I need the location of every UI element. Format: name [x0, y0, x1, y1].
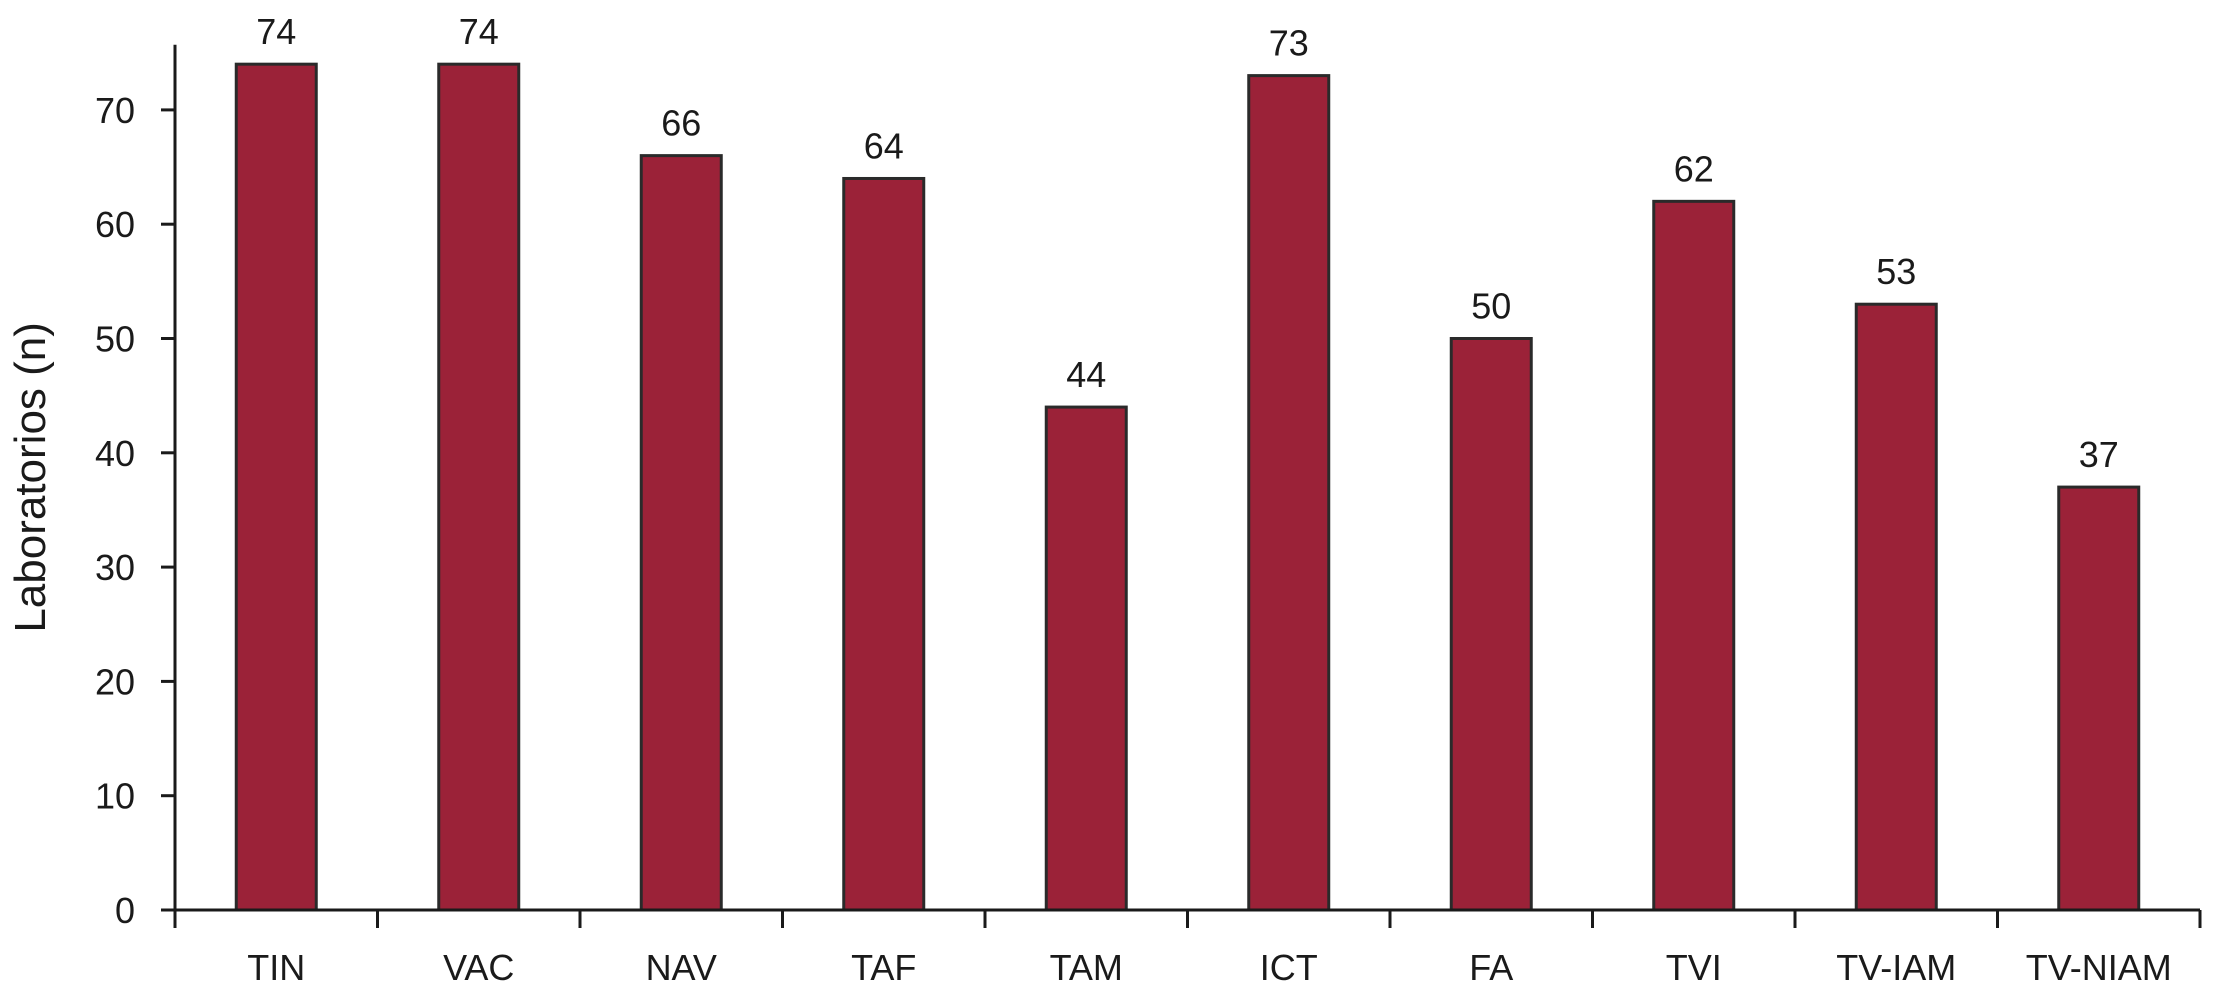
y-tick-label: 10: [95, 776, 135, 817]
bar-fa: [1449, 337, 1533, 912]
value-label-ict: 73: [1269, 23, 1309, 64]
category-label-tv-niam: TV-NIAM: [2026, 947, 2172, 988]
y-tick-label: 60: [95, 204, 135, 245]
category-label-vac: VAC: [443, 947, 514, 988]
category-label-nav: NAV: [646, 947, 717, 988]
bar-ict: [1247, 74, 1331, 912]
bar-taf: [842, 176, 926, 912]
y-axis-title: Laboratorios (n): [6, 322, 55, 633]
category-label-tv-iam: TV-IAM: [1836, 947, 1956, 988]
category-label-fa: FA: [1469, 947, 1513, 988]
value-label-fa: 50: [1471, 286, 1511, 327]
category-label-taf: TAF: [851, 947, 916, 988]
value-label-tin: 74: [256, 11, 296, 52]
y-axis-ticks: 0 10 20 30 40 50 60 70: [95, 90, 175, 931]
y-tick-label: 20: [95, 661, 135, 702]
x-axis-ticks: [173, 910, 2202, 928]
value-label-tv-iam: 53: [1876, 251, 1916, 292]
category-labels: TIN VAC NAV TAF TAM ICT FA TVI TV-IAM TV-NIAM: [247, 947, 2172, 988]
bar-vac: [437, 62, 521, 912]
bars: [234, 62, 2141, 912]
y-tick-label: 70: [95, 90, 135, 131]
bar-nav: [639, 154, 723, 912]
bar-tvi: [1652, 199, 1736, 912]
bar-tv-niam: [2057, 485, 2141, 912]
value-label-tvi: 62: [1674, 148, 1714, 189]
category-label-tvi: TVI: [1666, 947, 1722, 988]
value-label-tam: 44: [1066, 354, 1106, 395]
value-label-vac: 74: [459, 11, 499, 52]
bar-tv-iam: [1854, 302, 1938, 912]
value-label-nav: 66: [661, 103, 701, 144]
y-tick-label: 0: [115, 890, 135, 931]
value-labels: 74 74 66 64 44 73 50 62 53 37: [256, 11, 2119, 475]
category-label-tin: TIN: [247, 947, 305, 988]
bar-tin: [234, 62, 318, 912]
value-label-taf: 64: [864, 125, 904, 166]
bar-tam: [1044, 405, 1128, 912]
value-label-tv-niam: 37: [2079, 434, 2119, 475]
y-tick-label: 30: [95, 547, 135, 588]
category-label-ict: ICT: [1260, 947, 1318, 988]
y-tick-label: 40: [95, 433, 135, 474]
y-tick-label: 50: [95, 319, 135, 360]
category-label-tam: TAM: [1050, 947, 1123, 988]
